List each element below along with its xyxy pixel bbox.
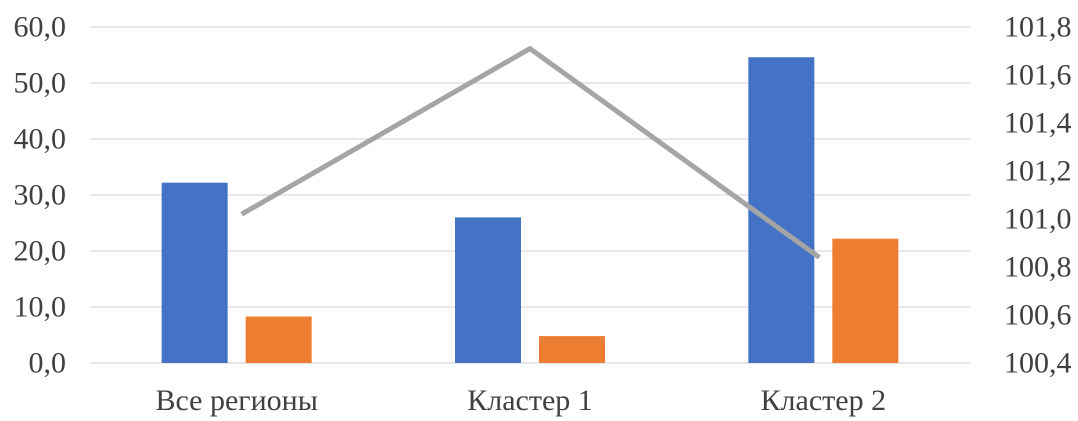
right-y-axis-ticks: 100,4 100,6 100,8 101,0 101,2 101,4 101,6 101,8 bbox=[1004, 11, 1072, 380]
line-series-group bbox=[240, 46, 821, 260]
line-series bbox=[240, 46, 821, 260]
left-y-tick-label: 60,0 bbox=[14, 11, 67, 44]
left-y-tick-label: 0,0 bbox=[29, 347, 67, 380]
bar-series2-2 bbox=[832, 238, 899, 363]
right-y-tick-label: 101,6 bbox=[1004, 59, 1072, 92]
left-y-tick-label: 20,0 bbox=[14, 235, 67, 268]
x-category-label: Все регионы bbox=[155, 384, 317, 417]
right-y-tick-label: 101,4 bbox=[1004, 107, 1072, 140]
x-axis-categories: Все регионы Кластер 1 Кластер 2 bbox=[155, 384, 886, 417]
left-y-tick-label: 40,0 bbox=[14, 123, 67, 156]
left-y-tick-label: 10,0 bbox=[14, 291, 67, 324]
x-category-label: Кластер 1 bbox=[467, 384, 593, 417]
left-y-tick-label: 50,0 bbox=[14, 67, 67, 100]
x-category-label: Кластер 2 bbox=[761, 384, 887, 417]
bar-series-group bbox=[161, 57, 899, 364]
right-y-tick-label: 101,0 bbox=[1004, 203, 1072, 236]
bar-series1-2 bbox=[748, 57, 815, 364]
left-y-tick-label: 30,0 bbox=[14, 179, 67, 212]
left-y-axis-ticks: 0,0 10,0 20,0 30,0 40,0 50,0 60,0 bbox=[14, 11, 67, 380]
bar-series2-0 bbox=[245, 316, 312, 363]
right-y-tick-label: 101,8 bbox=[1004, 11, 1072, 44]
bar-series2-1 bbox=[539, 336, 605, 363]
right-y-tick-label: 100,6 bbox=[1004, 299, 1072, 332]
right-y-tick-label: 100,8 bbox=[1004, 251, 1072, 284]
right-y-tick-label: 101,2 bbox=[1004, 155, 1072, 188]
bar-series1-1 bbox=[455, 217, 521, 363]
right-y-tick-label: 100,4 bbox=[1004, 347, 1072, 380]
bar-series1-0 bbox=[161, 182, 228, 363]
gridlines bbox=[90, 26, 970, 364]
